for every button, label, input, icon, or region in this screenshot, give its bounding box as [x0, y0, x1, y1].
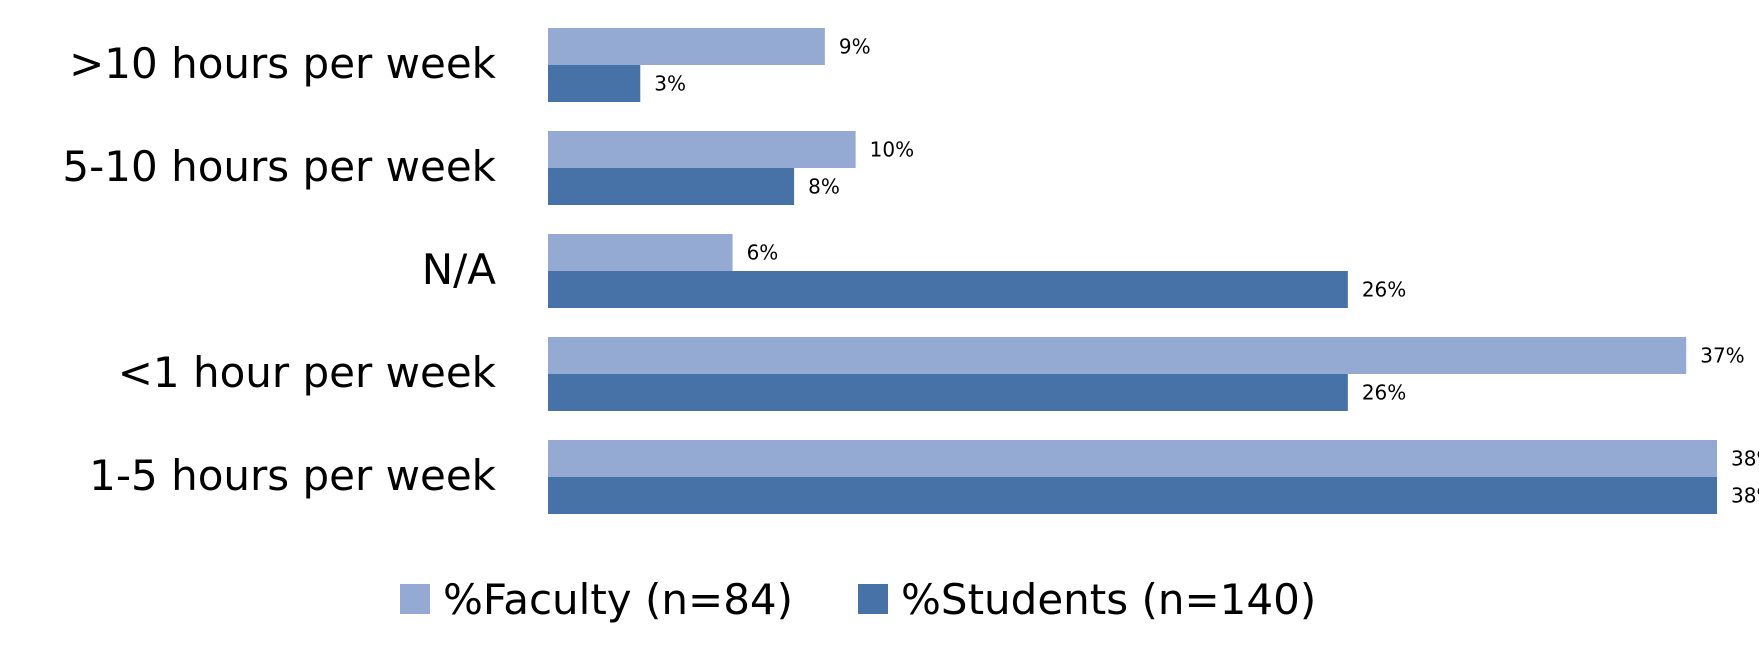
- category-label: >10 hours per week: [69, 39, 497, 88]
- faculty-value-label: 38%: [1731, 447, 1759, 471]
- category-label: <1 hour per week: [118, 348, 497, 397]
- faculty-bar: [548, 131, 856, 168]
- category-label: 5-10 hours per week: [62, 142, 496, 191]
- bars-layer: [548, 28, 1717, 514]
- faculty-bar: [548, 234, 733, 271]
- students-value-label: 8%: [808, 175, 840, 199]
- students-bar: [548, 477, 1717, 514]
- students-bar: [548, 374, 1348, 411]
- students-bar: [548, 271, 1348, 308]
- category-label: N/A: [422, 245, 497, 294]
- legend-swatch-students: [858, 584, 888, 614]
- legend-label-students: %Students (n=140): [901, 575, 1316, 624]
- faculty-value-label: 37%: [1700, 344, 1744, 368]
- value-labels: 9% 3% 10% 8% 6% 26% 37% 26% 38% 38%: [654, 35, 1759, 508]
- students-value-label: 26%: [1362, 381, 1406, 405]
- category-label: 1-5 hours per week: [89, 451, 497, 500]
- faculty-bar: [548, 337, 1687, 374]
- legend-label-faculty: %Faculty (n=84): [443, 575, 793, 624]
- faculty-value-label: 10%: [870, 138, 914, 162]
- legend-swatch-faculty: [400, 584, 430, 614]
- students-bar: [548, 168, 795, 205]
- faculty-value-label: 9%: [839, 35, 871, 59]
- students-value-label: 38%: [1731, 484, 1759, 508]
- students-bar: [548, 65, 641, 102]
- legend: %Faculty (n=84) %Students (n=140): [400, 575, 1316, 624]
- faculty-bar: [548, 440, 1717, 477]
- faculty-value-label: 6%: [747, 241, 779, 265]
- students-value-label: 3%: [654, 72, 686, 96]
- faculty-bar: [548, 28, 825, 65]
- students-value-label: 26%: [1362, 278, 1406, 302]
- category-labels: >10 hours per week 5-10 hours per week N/A…: [62, 39, 496, 500]
